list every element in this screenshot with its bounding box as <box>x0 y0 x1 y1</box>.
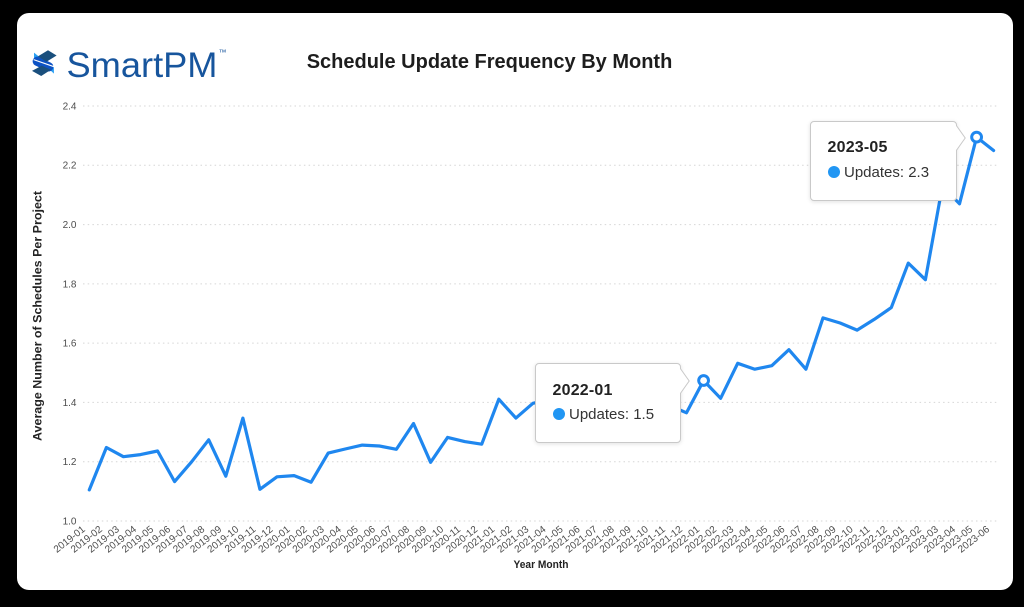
svg-text:2.0: 2.0 <box>63 220 77 231</box>
svg-text:™: ™ <box>219 48 227 57</box>
svg-text:1.4: 1.4 <box>63 398 77 409</box>
svg-text:SmartPM: SmartPM <box>67 46 218 83</box>
svg-text:2.2: 2.2 <box>63 161 77 172</box>
svg-text:2.4: 2.4 <box>63 101 77 112</box>
svg-text:Average Number of Schedules Pe: Average Number of Schedules Per Project <box>33 191 45 441</box>
svg-text:Year Month: Year Month <box>514 559 569 571</box>
svg-text:1.6: 1.6 <box>63 339 77 350</box>
svg-text:1.2: 1.2 <box>63 457 77 468</box>
svg-text:1.8: 1.8 <box>63 279 77 290</box>
svg-text:1.0: 1.0 <box>63 516 77 527</box>
